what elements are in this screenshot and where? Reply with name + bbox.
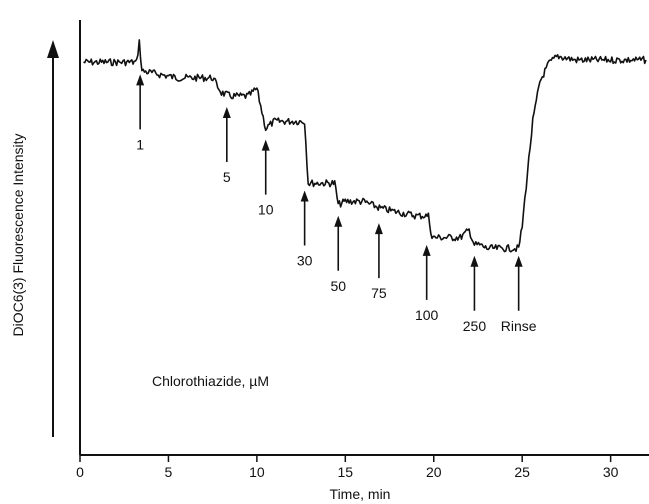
x-tick-label: 25 [514, 464, 530, 480]
x-ticks-group: 0 5 10 15 20 25 30 [76, 455, 619, 480]
annotation-arrowhead-icon [374, 223, 383, 235]
annotation-label: Rinse [501, 318, 537, 334]
annotation-label: 5 [223, 169, 231, 185]
annotation-label: 50 [330, 278, 346, 294]
x-axis-title: Time, min [330, 486, 391, 502]
compound-label: Chlorothiazide, µM [152, 373, 269, 389]
annotation-arrowhead-icon [514, 255, 523, 267]
annotation-label: 75 [371, 285, 387, 301]
annotation-arrowhead-icon [334, 215, 343, 227]
x-tick-label: 30 [603, 464, 619, 480]
annotation-arrowhead-icon [222, 107, 231, 118]
annotation-arrowhead-icon [261, 139, 270, 151]
annotation-label: 10 [258, 202, 274, 218]
annotation-label: 100 [415, 307, 439, 323]
x-tick-label: 0 [76, 464, 84, 480]
annotation-arrowhead-icon [470, 255, 479, 267]
annotation-label: 1 [136, 136, 144, 152]
annotation-label: 250 [463, 318, 487, 334]
x-tick-label: 10 [249, 464, 265, 480]
x-tick-label: 15 [338, 464, 354, 480]
series-layer [83, 39, 647, 253]
y-axis-arrow-icon [47, 40, 59, 437]
annotation-arrowhead-icon [422, 244, 431, 256]
x-tick-label: 20 [426, 464, 442, 480]
annotation-arrowhead-icon [136, 74, 145, 86]
axes-group [79, 20, 649, 456]
annotation-label: 30 [297, 253, 313, 269]
annotation-arrowhead-icon [300, 190, 309, 202]
x-tick-label: 5 [165, 464, 173, 480]
annotation-layer: 1 5 10 30 50 75 100 250 Rinse [136, 74, 537, 334]
trace-line-0 [83, 39, 647, 253]
y-axis-title: DiOC6(3) Fluorescence Intensity [10, 133, 26, 336]
